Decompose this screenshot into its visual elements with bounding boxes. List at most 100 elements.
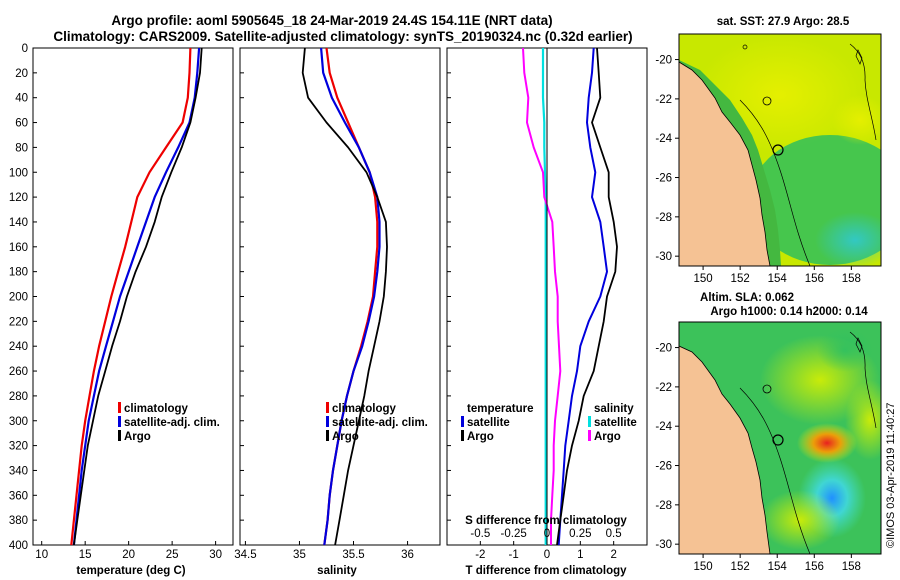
legend-swatch-argo — [326, 430, 329, 441]
x-tick-label-salinity: 0 — [544, 528, 550, 540]
depth-tick-label: 20 — [15, 68, 28, 80]
salinity-series — [301, 47, 388, 546]
x-tick-label: 15 — [79, 549, 92, 561]
depth-tick-label: 40 — [15, 93, 28, 105]
lat-tick-label: -26 — [655, 173, 672, 185]
temp-xlabel: temperature (deg C) — [76, 565, 185, 577]
x-tick-label: 36 — [401, 549, 414, 561]
series-line-temperature-argo — [556, 47, 618, 546]
sst-reef-2 — [762, 96, 772, 106]
sla-land — [679, 345, 771, 554]
legend-satellite: satellite-adj. clim. — [332, 417, 428, 429]
series-line-argo — [73, 47, 203, 546]
x-tick-label: 1 — [577, 549, 583, 561]
legend-swatch-s-satellite — [588, 416, 591, 427]
lat-tick-label: -22 — [655, 94, 672, 106]
depth-tick-label: 160 — [9, 242, 28, 254]
sla-reef-2 — [762, 384, 772, 394]
x-tick-label: 35 — [293, 549, 306, 561]
argo-location-marker — [772, 434, 784, 446]
depth-tick-label: 180 — [9, 267, 28, 279]
lat-tick-label: -24 — [655, 421, 672, 433]
lon-tick-label: 158 — [842, 273, 861, 285]
series-line-satellite-adj-clim- — [320, 47, 381, 546]
sla-map — [679, 322, 881, 554]
depth-tick-label: 200 — [9, 292, 28, 304]
x-tick-label: 10 — [35, 549, 48, 561]
series-line-climatology — [70, 47, 192, 546]
sla-isobath — [739, 387, 811, 554]
series-line-temperature-satellite — [557, 47, 608, 546]
lat-tick-label: -28 — [655, 500, 672, 512]
legend-swatch-s-argo — [588, 430, 591, 441]
depth-tick-label: 280 — [9, 391, 28, 403]
sla-isobath-2 — [849, 331, 877, 429]
lon-tick-label: 158 — [842, 561, 861, 573]
depth-tick-label: 400 — [9, 540, 28, 552]
sla-eddy-warm — [797, 423, 857, 463]
x-tick-label-salinity: -0.5 — [470, 528, 490, 540]
lon-tick-label: 150 — [693, 561, 712, 573]
depth-tick-label: 0 — [22, 43, 28, 55]
legend-satellite: satellite-adj. clim. — [124, 417, 220, 429]
legend-salinity: salinity — [594, 403, 634, 415]
sal-xlabel: salinity — [317, 565, 357, 577]
depth-tick-label: 240 — [9, 341, 28, 353]
depth-tick-label: 380 — [9, 515, 28, 527]
x-tick-label: 0 — [544, 549, 550, 561]
legend-swatch-t-satellite — [461, 416, 464, 427]
depth-tick-label: 300 — [9, 416, 28, 428]
legend-argo: Argo — [124, 431, 151, 443]
sst-reef — [855, 49, 863, 65]
salinity-legend: climatology satellite-adj. clim. Argo — [326, 402, 428, 443]
sla-lon-ticks: 150 152 154 156 158 — [693, 554, 861, 573]
legend-argo: Argo — [332, 431, 359, 443]
series-line-salinity-argo — [522, 47, 562, 545]
lon-tick-label: 152 — [731, 561, 750, 573]
lat-tick-label: -20 — [655, 343, 672, 355]
x-tick-label: -2 — [475, 549, 485, 561]
temperature-legend: climatology satellite-adj. clim. Argo — [118, 402, 220, 443]
lon-tick-label: 150 — [693, 273, 712, 285]
sla-reef — [855, 337, 863, 353]
legend-swatch-climatology — [326, 402, 329, 413]
depth-tick-label: 260 — [9, 366, 28, 378]
sst-cyan-region — [815, 212, 881, 266]
legend-temperature: temperature — [467, 403, 533, 415]
legend-swatch-argo — [118, 430, 121, 441]
sla-south-high — [760, 490, 840, 550]
sst-map — [679, 34, 881, 266]
depth-tick-label: 140 — [9, 217, 28, 229]
sst-lon-ticks: 150 152 154 156 158 — [693, 266, 861, 285]
x-tick-labels: 10 15 20 25 30 34.5 35 35.5 36 -2 -1 0 1 2 -0.5 -0.25 0 0… — [35, 528, 621, 561]
x-tick-label: 30 — [209, 549, 222, 561]
depth-tick-label: 80 — [15, 142, 28, 154]
depth-tick-label: 120 — [9, 192, 28, 204]
lat-tick-label: -22 — [655, 382, 672, 394]
x-tick-label-salinity: 0.5 — [606, 528, 622, 540]
series-line-salinity-satellite — [541, 48, 547, 545]
x-tick-label: 34.5 — [234, 549, 256, 561]
legend-t-satellite: satellite — [467, 417, 510, 429]
sla-map-subtitle: Argo h1000: 0.14 h2000: 0.14 — [710, 306, 868, 318]
lon-tick-label: 156 — [805, 273, 824, 285]
lon-tick-label: 154 — [768, 273, 788, 285]
depth-tick-label: 360 — [9, 490, 28, 502]
legend-swatch-t-argo — [461, 430, 464, 441]
watermark: ©IMOS 03-Apr-2019 11:40:27 — [885, 403, 897, 548]
lon-tick-label: 152 — [731, 273, 750, 285]
temperature-series — [70, 47, 203, 546]
lat-tick-label: -30 — [655, 251, 672, 263]
sst-land — [679, 61, 771, 266]
argo-location-marker — [772, 144, 784, 156]
lat-tick-label: -28 — [655, 212, 672, 224]
sst-warm-patch — [832, 95, 881, 145]
sla-map-title: Altim. SLA: 0.062 — [700, 292, 794, 304]
temperature-panel — [32, 47, 234, 546]
legend-swatch-satellite — [326, 416, 329, 427]
sst-isobath-2 — [849, 43, 877, 141]
lat-tick-label: -26 — [655, 461, 672, 473]
depth-tick-label: 320 — [9, 441, 28, 453]
depth-axis: 0 20 40 60 80 100 120 140 160 180 200 220 240 260 280 3… — [9, 43, 451, 552]
